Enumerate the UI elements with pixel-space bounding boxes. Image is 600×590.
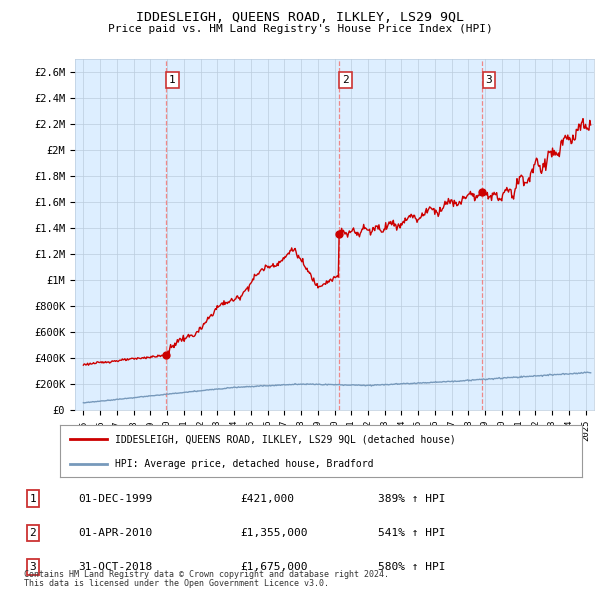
Text: 31-OCT-2018: 31-OCT-2018 <box>78 562 152 572</box>
Text: Contains HM Land Registry data © Crown copyright and database right 2024.: Contains HM Land Registry data © Crown c… <box>24 571 389 579</box>
Text: 2: 2 <box>29 528 37 537</box>
Text: 580% ↑ HPI: 580% ↑ HPI <box>378 562 445 572</box>
Text: 01-APR-2010: 01-APR-2010 <box>78 528 152 537</box>
Text: 1: 1 <box>29 494 37 503</box>
Text: 1: 1 <box>169 75 176 85</box>
Text: 3: 3 <box>485 75 493 85</box>
Text: This data is licensed under the Open Government Licence v3.0.: This data is licensed under the Open Gov… <box>24 579 329 588</box>
Text: 01-DEC-1999: 01-DEC-1999 <box>78 494 152 503</box>
Text: £421,000: £421,000 <box>240 494 294 503</box>
Text: 389% ↑ HPI: 389% ↑ HPI <box>378 494 445 503</box>
Text: 541% ↑ HPI: 541% ↑ HPI <box>378 528 445 537</box>
Text: £1,675,000: £1,675,000 <box>240 562 308 572</box>
Text: IDDESLEIGH, QUEENS ROAD, ILKLEY, LS29 9QL (detached house): IDDESLEIGH, QUEENS ROAD, ILKLEY, LS29 9Q… <box>115 434 455 444</box>
Text: Price paid vs. HM Land Registry's House Price Index (HPI): Price paid vs. HM Land Registry's House … <box>107 24 493 34</box>
Text: 2: 2 <box>342 75 349 85</box>
Text: 3: 3 <box>29 562 37 572</box>
Text: IDDESLEIGH, QUEENS ROAD, ILKLEY, LS29 9QL: IDDESLEIGH, QUEENS ROAD, ILKLEY, LS29 9Q… <box>136 11 464 24</box>
Text: HPI: Average price, detached house, Bradford: HPI: Average price, detached house, Brad… <box>115 459 373 468</box>
Text: £1,355,000: £1,355,000 <box>240 528 308 537</box>
